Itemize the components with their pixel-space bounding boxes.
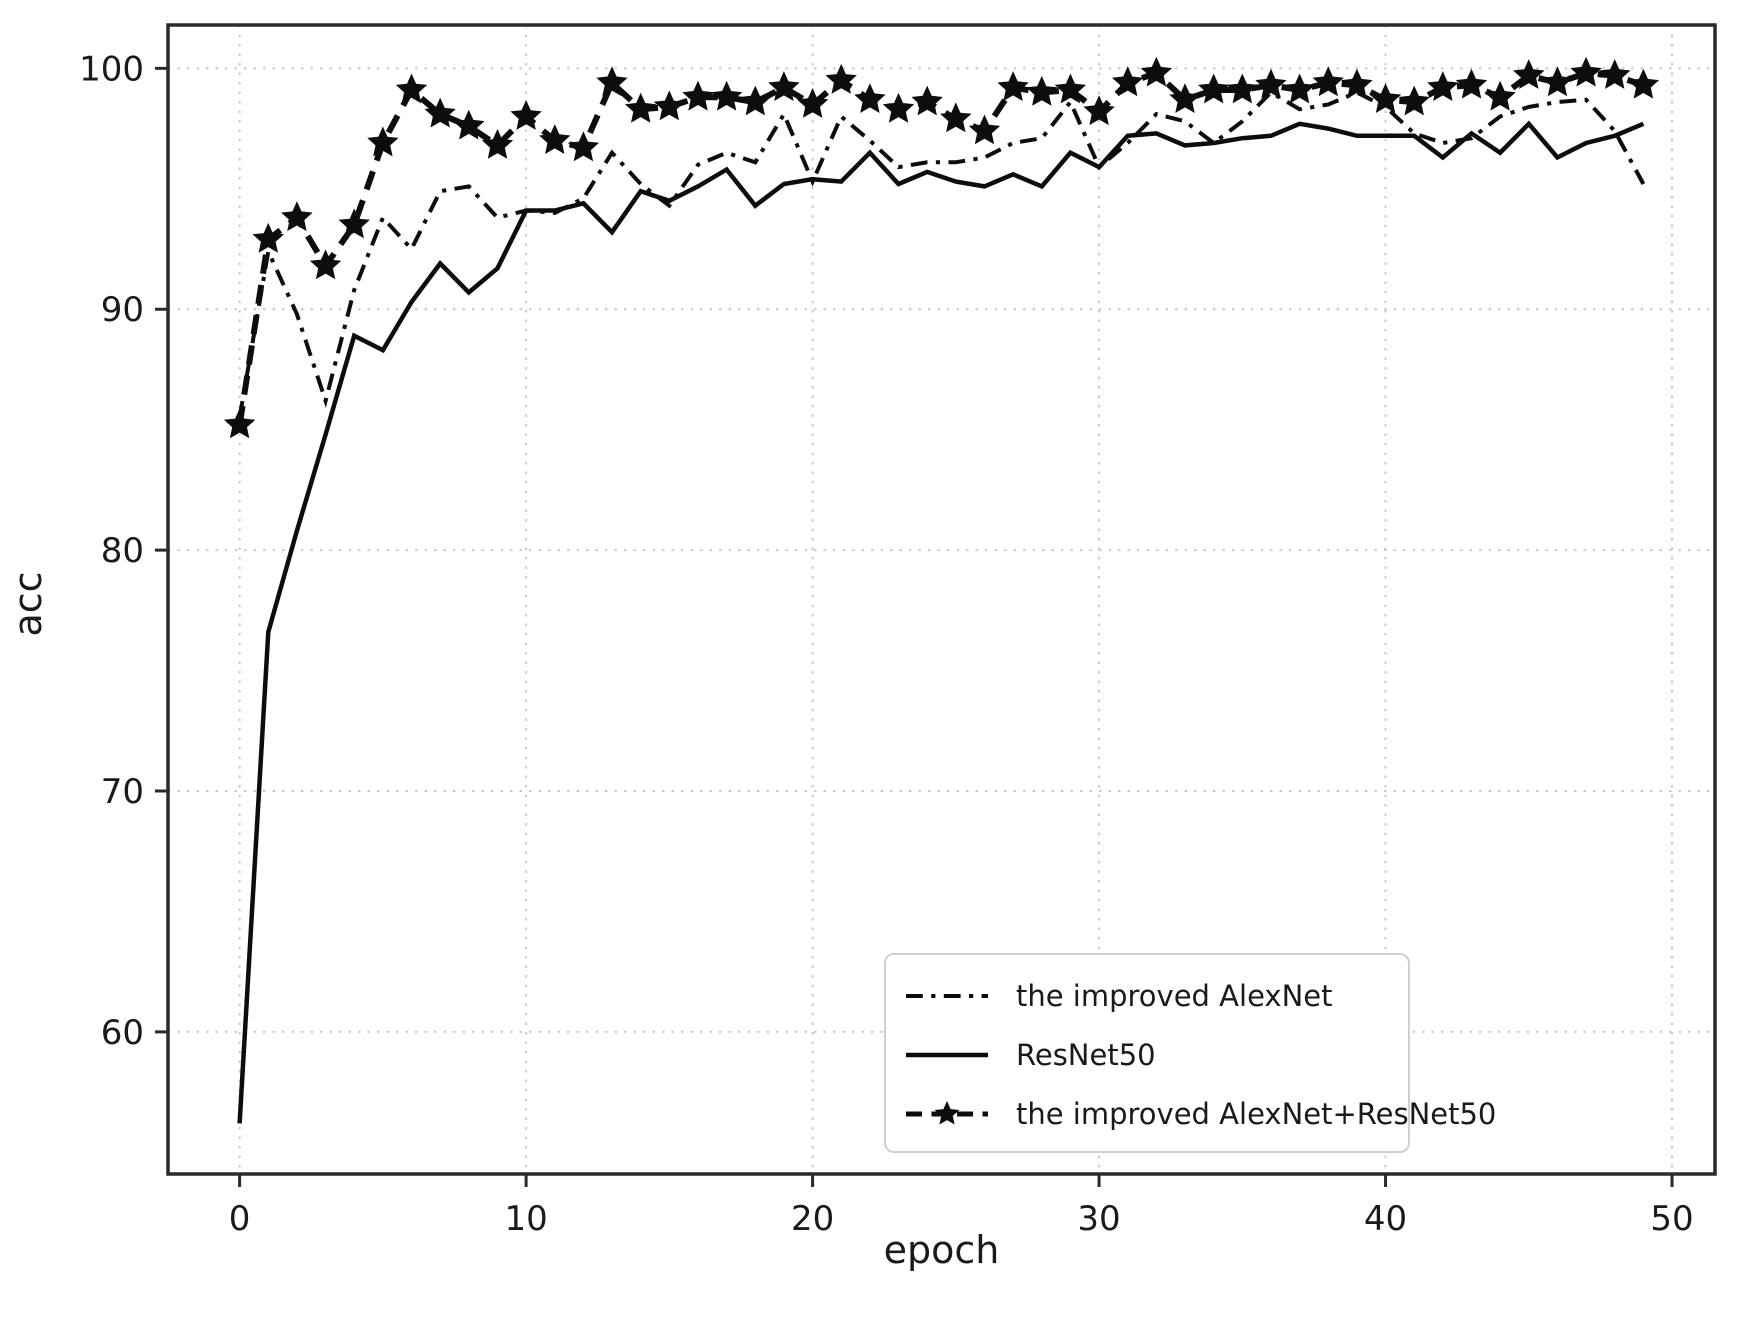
x-tick-label: 40 bbox=[1364, 1199, 1407, 1239]
dashdot-line-sample bbox=[906, 994, 988, 998]
x-tick-label: 10 bbox=[504, 1199, 547, 1239]
x-tick-label: 30 bbox=[1077, 1199, 1120, 1239]
legend-item-resnet50: ResNet50 bbox=[904, 1028, 1390, 1082]
series-the-improved-alexnet bbox=[237, 89, 1646, 418]
y-tick-label: 70 bbox=[101, 772, 144, 812]
y-tick-label: 100 bbox=[79, 49, 144, 89]
legend-item-improved-alexnet-resnet50: the improved AlexNet+ResNet50 bbox=[904, 1087, 1496, 1141]
axis-ticks bbox=[155, 66, 1674, 1187]
y-axis-label: acc bbox=[6, 571, 50, 637]
y-tick-label: 90 bbox=[101, 290, 144, 330]
x-axis-label: epoch bbox=[883, 1228, 1000, 1272]
x-tick-label: 0 bbox=[229, 1199, 251, 1239]
x-tick-label: 20 bbox=[791, 1199, 834, 1239]
legend-item-improved-alexnet: the improved AlexNet bbox=[904, 969, 1390, 1023]
legend-label: the improved AlexNet+ResNet50 bbox=[1016, 1097, 1497, 1131]
dashed-star-line-sample bbox=[906, 1101, 988, 1125]
y-tick-label: 80 bbox=[101, 531, 144, 571]
legend-label: the improved AlexNet bbox=[1016, 979, 1333, 1013]
series-resnet50 bbox=[237, 120, 1645, 1124]
tick-labels: 0 10 20 30 40 50 60 70 80 90 100 bbox=[79, 49, 1694, 1239]
series-the-improved-alexnet-resnet50 bbox=[223, 56, 1660, 439]
legend: the improved AlexNet ResNet50 the improv… bbox=[884, 953, 1496, 1153]
x-tick-label: 50 bbox=[1650, 1199, 1693, 1239]
star-markers bbox=[223, 56, 1660, 439]
y-tick-label: 60 bbox=[101, 1013, 144, 1053]
legend-label: ResNet50 bbox=[1016, 1038, 1156, 1072]
solid-line-sample bbox=[906, 1052, 988, 1058]
gridlines bbox=[168, 25, 1715, 1174]
plot-frame bbox=[166, 23, 1717, 1176]
